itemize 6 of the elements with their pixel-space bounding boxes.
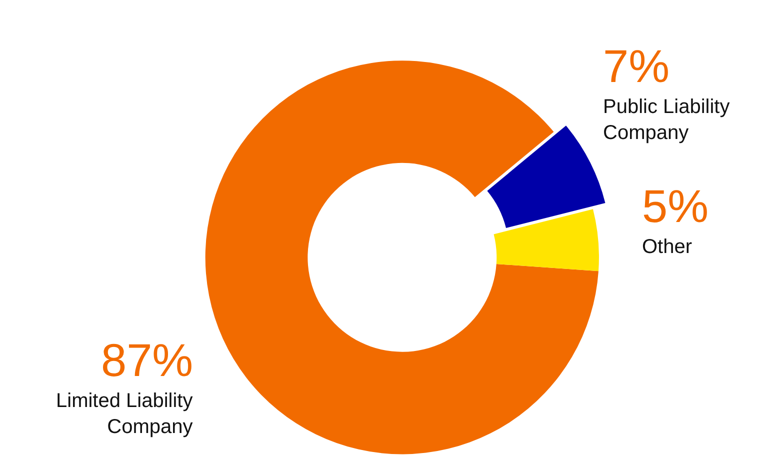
slice-label: Limited Liability Company bbox=[56, 390, 193, 438]
slice-label: Public Liability Company bbox=[603, 96, 730, 144]
data-label: 7% bbox=[603, 40, 670, 92]
slice-label: Other bbox=[642, 236, 692, 258]
data-label: 87% bbox=[101, 334, 194, 386]
data-label: 5% bbox=[642, 180, 708, 232]
